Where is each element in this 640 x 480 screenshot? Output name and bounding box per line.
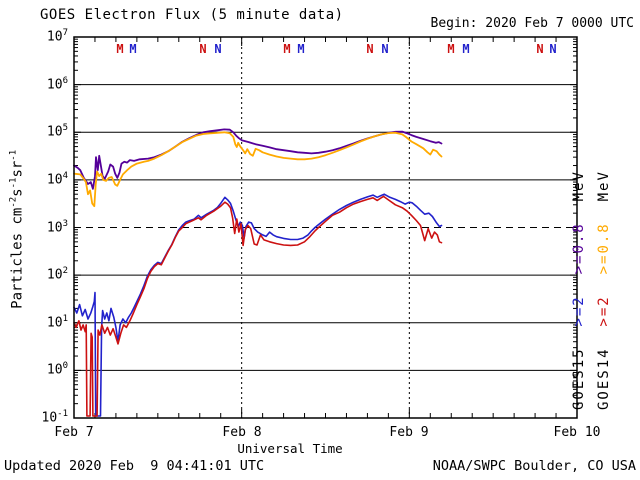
noon-midnight-marker-n-goes15: N: [549, 42, 557, 56]
y-tick-label: 10-1: [41, 409, 69, 426]
noon-midnight-marker-m-goes15: M: [462, 42, 470, 56]
x-tick-label: Feb 8: [222, 425, 262, 440]
noon-midnight-marker-m-goes15: M: [297, 42, 305, 56]
noon-midnight-marker-m-goes15: M: [129, 42, 137, 56]
noon-midnight-marker-m-goes14: M: [116, 42, 124, 56]
y-tick-label: 106: [46, 76, 68, 93]
y-tick-label: 100: [46, 361, 68, 378]
legend-column-goes15: GOES15 >=2 >=0.8 MeV: [571, 170, 588, 410]
legend-segment: GOES14: [596, 347, 612, 410]
noon-midnight-marker-n-goes15: N: [214, 42, 222, 56]
x-tick-label: Feb 10: [553, 425, 601, 440]
x-axis-label: Universal Time: [237, 441, 343, 456]
series-goes15-2-mev: [73, 193, 443, 417]
y-tick-label: 105: [46, 123, 68, 140]
legend-segment: >=0.8: [596, 222, 612, 275]
x-tick-label: Feb 7: [54, 425, 94, 440]
y-tick-label: 102: [46, 266, 68, 283]
noon-midnight-marker-m-goes14: M: [283, 42, 291, 56]
series-goes14-0.8-mev: [73, 131, 443, 208]
noon-midnight-marker-n-goes14: N: [366, 42, 374, 56]
source-attribution: NOAA/SWPC Boulder, CO USA: [432, 458, 636, 474]
legend-segment: MeV: [571, 170, 587, 202]
noon-midnight-marker-n-goes15: N: [381, 42, 389, 56]
legend-segment: >=0.8: [571, 222, 587, 275]
noon-midnight-marker-m-goes14: M: [447, 42, 455, 56]
chart-title: GOES Electron Flux (5 minute data): [40, 7, 344, 23]
y-axis-label: Particles cm-2s-1sr-1: [8, 149, 26, 309]
legend-segment: >=2: [596, 295, 612, 327]
noon-midnight-marker-n-goes14: N: [536, 42, 544, 56]
y-tick-label: 104: [46, 171, 68, 188]
legend-column-goes14: GOES14 >=2 >=0.8 MeV: [596, 170, 613, 410]
legend-segment: GOES15: [571, 347, 587, 410]
updated-timestamp: Updated 2020 Feb 9 04:41:01 UTC: [4, 458, 265, 474]
y-tick-label: 103: [46, 219, 68, 236]
legend-segment: MeV: [596, 170, 612, 202]
y-tick-label: 101: [46, 314, 68, 331]
begin-timestamp: Begin: 2020 Feb 7 0000 UTC: [430, 16, 635, 31]
x-tick-label: Feb 9: [389, 425, 429, 440]
y-tick-label: 107: [46, 28, 68, 45]
legend-segment: >=2: [571, 295, 587, 327]
noon-midnight-marker-n-goes14: N: [199, 42, 207, 56]
series-goes14-2-mev: [73, 195, 443, 417]
plot-border: [73, 36, 578, 419]
